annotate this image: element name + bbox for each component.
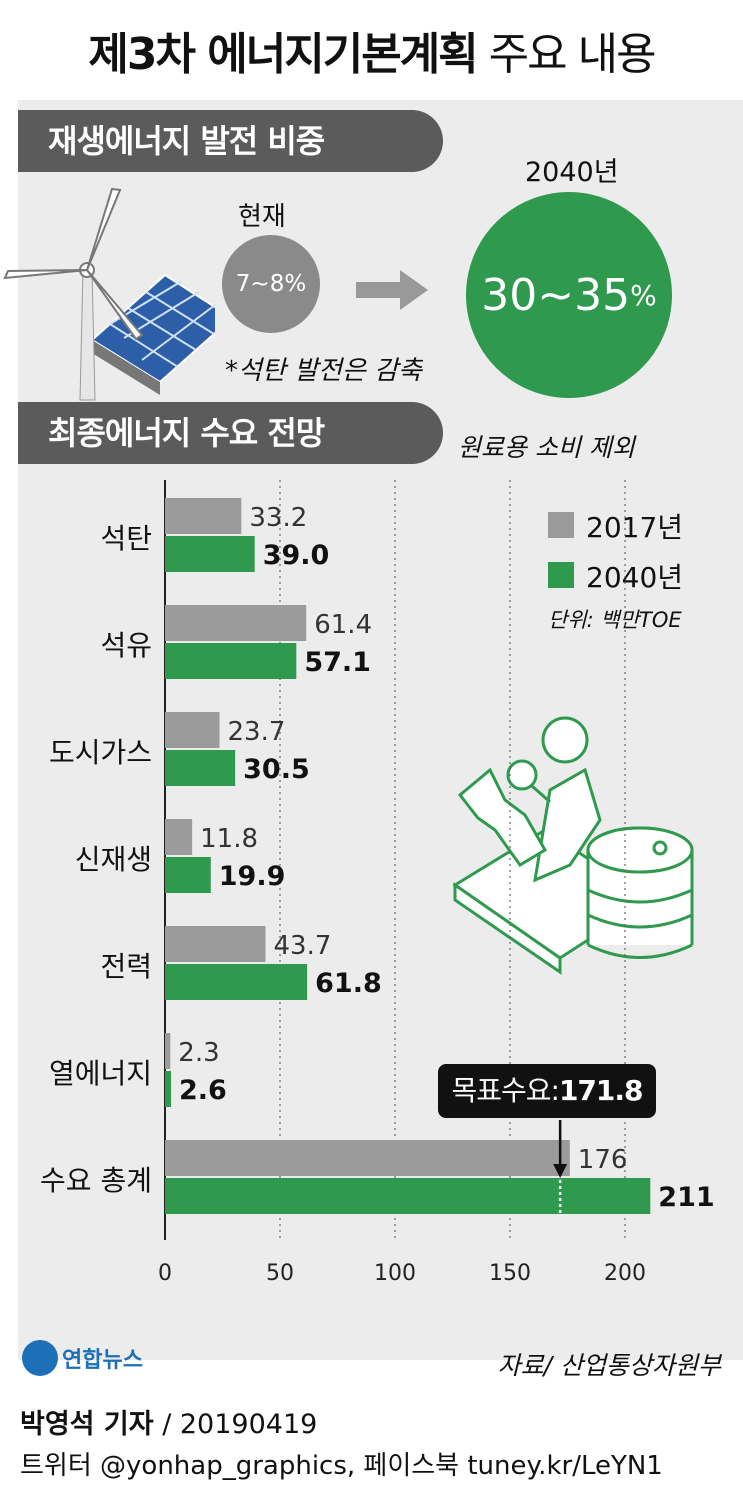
feedstock-note: 원료용 소비 제외	[458, 433, 635, 462]
title-main: 제3차 에너지기본계획	[88, 29, 478, 80]
value-label-2017: 11.8	[200, 824, 258, 854]
category-label: 석유	[100, 629, 152, 662]
logo-text: 연합뉴스	[62, 1348, 143, 1373]
bar-2040	[165, 1071, 171, 1107]
value-label-2017: 43.7	[274, 931, 332, 961]
value-label-2040: 39.0	[263, 540, 330, 571]
bar-2040	[165, 750, 236, 786]
credit-line: 박영석 기자 / 20190419	[20, 1402, 317, 1441]
bar-2017	[165, 712, 220, 748]
target-arrow-head	[553, 1164, 568, 1178]
legend-label-2017: 2017년	[586, 511, 684, 544]
x-tick-label: 150	[489, 1261, 531, 1286]
publish-date: / 20190419	[162, 1409, 318, 1440]
section-renewable-header: 재생에너지 발전 비중	[18, 110, 443, 172]
category-label: 전력	[100, 950, 152, 983]
wind-solar-illustration	[3, 187, 215, 401]
value-label-2040: 19.9	[219, 861, 286, 892]
future-share-circle: 30~35%	[466, 192, 672, 398]
reporter-name: 박영석 기자	[20, 1409, 154, 1440]
value-label-2017: 23.7	[228, 717, 286, 747]
x-tick-label: 50	[266, 1261, 294, 1286]
category-label: 신재생	[75, 843, 152, 876]
source-label: 자료/ 산업통상자원부	[497, 1351, 721, 1380]
future-share-pct: %	[630, 278, 657, 312]
current-share-value: 7~8%	[235, 271, 307, 297]
demand-bar-chart: 0 50 100 150 200 석탄 33.2 39.0 석유 61.4 57.1 도시가스 23.7…	[40, 480, 715, 1286]
social-line: 트위터 @yonhap_graphics, 페이스북 tuney.kr/LeYN…	[20, 1451, 663, 1481]
legend-swatch-2040	[548, 562, 574, 588]
current-share-circle: 7~8%	[222, 235, 320, 333]
value-label-2017: 61.4	[314, 610, 372, 640]
value-label-2017: 2.3	[178, 1038, 219, 1068]
x-tick-label: 200	[604, 1261, 646, 1286]
bar-2017	[165, 819, 193, 855]
future-share-value: 30~35	[481, 269, 631, 321]
value-label-2040: 61.8	[315, 968, 382, 999]
page-title: 제3차 에너지기본계획 주요 내용	[0, 18, 743, 82]
callout-label: 목표수요:	[451, 1074, 559, 1107]
legend-label-2040: 2040년	[586, 561, 684, 594]
yonhap-logo: 연합뉴스	[22, 1340, 143, 1376]
bar-2017	[165, 605, 307, 641]
value-label-2040: 30.5	[243, 754, 310, 785]
oil-barrel-illustration	[452, 716, 694, 975]
x-tick-label: 100	[374, 1261, 416, 1286]
wind-turbine-icon	[3, 187, 144, 401]
arrow-right-icon	[356, 270, 428, 310]
target-demand-callout: 목표수요:171.8	[438, 1064, 656, 1118]
logo-mark-icon	[22, 1340, 58, 1376]
title-sub: 주요 내용	[488, 29, 657, 80]
bar-2017	[165, 926, 266, 962]
bar-2017	[165, 1033, 171, 1069]
value-label-2040: 57.1	[304, 647, 371, 678]
bar-2040	[165, 1178, 651, 1214]
future-year-label: 2040년	[525, 157, 619, 188]
solar-panel-icon	[90, 273, 215, 395]
category-label: 석탄	[100, 522, 152, 555]
value-label-2017: 176	[578, 1145, 628, 1175]
category-label: 열에너지	[49, 1057, 152, 1090]
section-demand-header: 최종에너지 수요 전망	[18, 402, 443, 464]
legend-swatch-2017	[548, 512, 574, 538]
bar-2017	[165, 498, 242, 534]
value-label-2040: 2.6	[179, 1075, 227, 1106]
value-label-2017: 33.2	[249, 503, 307, 533]
category-label: 수요 총계	[40, 1164, 152, 1197]
unit-label: 단위: 백만TOE	[548, 608, 682, 632]
bar-2040	[165, 643, 297, 679]
bar-2040	[165, 536, 255, 572]
bar-2040	[165, 964, 308, 1000]
bar-2040	[165, 857, 211, 893]
x-tick-label: 0	[158, 1261, 172, 1286]
callout-value: 171.8	[558, 1074, 644, 1107]
value-label-2040: 211	[658, 1182, 714, 1213]
current-label: 현재	[238, 202, 286, 232]
bar-2017	[165, 1140, 570, 1176]
category-label: 도시가스	[49, 736, 152, 769]
coal-note: *석탄 발전은 감축	[225, 356, 422, 386]
